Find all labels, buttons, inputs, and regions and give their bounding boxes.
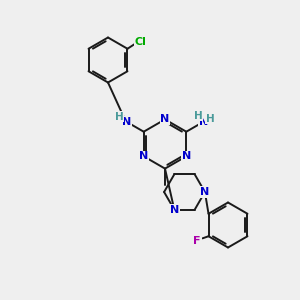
Text: N: N: [122, 117, 131, 127]
Text: N: N: [139, 151, 148, 161]
Text: H: H: [115, 112, 124, 122]
Text: H: H: [194, 111, 203, 121]
Text: H: H: [206, 114, 214, 124]
Text: N: N: [170, 205, 179, 215]
Text: N: N: [200, 187, 209, 197]
Text: Cl: Cl: [134, 37, 146, 46]
Text: N: N: [160, 114, 169, 124]
Text: N: N: [199, 117, 208, 127]
Text: N: N: [182, 151, 191, 161]
Text: F: F: [194, 236, 201, 246]
